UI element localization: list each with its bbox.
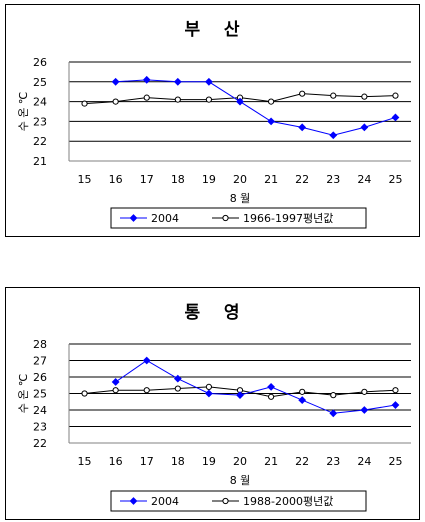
- data-point-current: [360, 123, 369, 132]
- data-point-current: [142, 75, 151, 84]
- data-point-normal: [392, 92, 399, 99]
- data-point-normal: [174, 96, 181, 103]
- data-point-normal: [299, 388, 306, 395]
- y-tick-label: 23: [33, 115, 47, 128]
- legend-label-normal: 1988-2000평년값: [243, 495, 333, 508]
- x-tick-label: 25: [388, 173, 402, 186]
- data-point-normal: [330, 392, 337, 399]
- legend-label-current: 2004: [151, 495, 179, 508]
- x-tick-label: 21: [264, 455, 278, 468]
- y-tick-label: 22: [33, 437, 47, 450]
- x-tick-label: 17: [140, 455, 154, 468]
- legend-marker-normal: [222, 497, 229, 505]
- data-point-normal: [205, 96, 213, 103]
- legend-label-normal: 1966-1997평년값: [243, 212, 333, 225]
- data-point-normal: [299, 90, 306, 97]
- x-tick-label: 16: [109, 173, 123, 186]
- x-tick-label: 22: [295, 455, 309, 468]
- x-tick-label: 16: [109, 455, 123, 468]
- data-point-current: [329, 409, 338, 418]
- x-tick-label: 20: [233, 173, 247, 186]
- data-point-normal: [205, 383, 213, 391]
- y-tick-label: 22: [33, 135, 47, 148]
- legend-marker-current: [129, 497, 138, 505]
- y-tick-label: 24: [33, 404, 47, 417]
- data-point-current: [205, 389, 213, 398]
- data-point-normal: [361, 93, 368, 100]
- y-axis-title: 수 온 ℃: [17, 92, 30, 132]
- x-tick-label: 19: [202, 173, 216, 186]
- legend-marker-normal: [222, 214, 229, 222]
- x-axis-title: 8 월: [230, 474, 251, 487]
- x-tick-label: 23: [326, 455, 340, 468]
- chart-panel-tongyeong: 통 영 22 23 24 25 26 27 28 수 온 ℃ 15 16 17 18 19 20 21 22 23…: [5, 287, 420, 520]
- data-point-normal: [361, 388, 368, 395]
- chart-title: 통 영: [185, 303, 240, 323]
- data-point-current: [111, 77, 120, 86]
- chart-panel-busan: 부 산 21 22 23 24 25 26 수 온 ℃ 15 16 17 18 19 20 21 22 23 24…: [5, 4, 420, 237]
- data-point-current: [142, 356, 151, 365]
- data-point-current: [267, 382, 275, 391]
- data-point-current: [267, 117, 275, 126]
- chart-svg-tongyeong: 통 영 22 23 24 25 26 27 28 수 온 ℃ 15 16 17 18 19 20 21 22 23…: [17, 303, 411, 512]
- data-point-current: [236, 391, 244, 400]
- data-point-normal: [81, 390, 88, 397]
- data-point-current: [329, 131, 338, 140]
- series-line-current: [115, 359, 396, 414]
- data-point-current: [298, 123, 307, 132]
- y-tick-label: 23: [33, 421, 47, 434]
- chart-title: 부 산: [185, 20, 240, 40]
- legend-marker-current: [129, 214, 138, 222]
- x-tick-label: 18: [171, 173, 185, 186]
- x-tick-label: 20: [233, 455, 247, 468]
- data-point-normal: [112, 98, 119, 105]
- data-point-current: [173, 374, 182, 383]
- series-line-current: [115, 79, 396, 136]
- data-point-current: [205, 77, 213, 86]
- data-point-normal: [392, 387, 399, 394]
- x-tick-label: 19: [202, 455, 216, 468]
- y-tick-label: 25: [33, 76, 47, 89]
- x-tick-label: 22: [295, 173, 309, 186]
- x-tick-label: 17: [140, 173, 154, 186]
- x-tick-label: 18: [171, 455, 185, 468]
- y-tick-label: 21: [33, 155, 47, 168]
- x-tick-label: 15: [78, 173, 92, 186]
- data-point-current: [391, 401, 400, 409]
- chart-svg-busan: 부 산 21 22 23 24 25 26 수 온 ℃ 15 16 17 18 19 20 21 22 23 24…: [17, 20, 411, 229]
- data-point-current: [391, 113, 400, 122]
- y-tick-label: 27: [33, 355, 47, 368]
- x-tick-label: 24: [357, 173, 371, 186]
- y-tick-label: 26: [33, 371, 47, 384]
- legend-label-current: 2004: [151, 212, 179, 225]
- data-point-normal: [81, 100, 88, 107]
- data-point-normal: [174, 385, 181, 392]
- data-point-current: [111, 378, 120, 386]
- x-tick-label: 25: [388, 455, 402, 468]
- data-point-normal: [267, 98, 275, 105]
- x-tick-label: 15: [78, 455, 92, 468]
- data-point-normal: [330, 92, 337, 99]
- y-tick-label: 28: [33, 338, 47, 351]
- x-tick-label: 23: [326, 173, 340, 186]
- data-point-normal: [267, 393, 275, 400]
- y-tick-label: 25: [33, 388, 47, 401]
- data-point-current: [360, 406, 369, 414]
- y-axis-title: 수 온 ℃: [17, 374, 30, 414]
- y-tick-label: 26: [33, 56, 47, 69]
- data-point-current: [236, 97, 244, 106]
- x-tick-label: 24: [357, 455, 371, 468]
- data-point-current: [298, 396, 307, 405]
- x-tick-label: 21: [264, 173, 278, 186]
- data-point-normal: [112, 387, 119, 394]
- data-point-normal: [143, 94, 150, 101]
- data-point-current: [173, 77, 182, 86]
- y-tick-label: 24: [33, 96, 47, 109]
- data-point-normal: [143, 387, 150, 394]
- x-axis-title: 8 월: [230, 192, 251, 205]
